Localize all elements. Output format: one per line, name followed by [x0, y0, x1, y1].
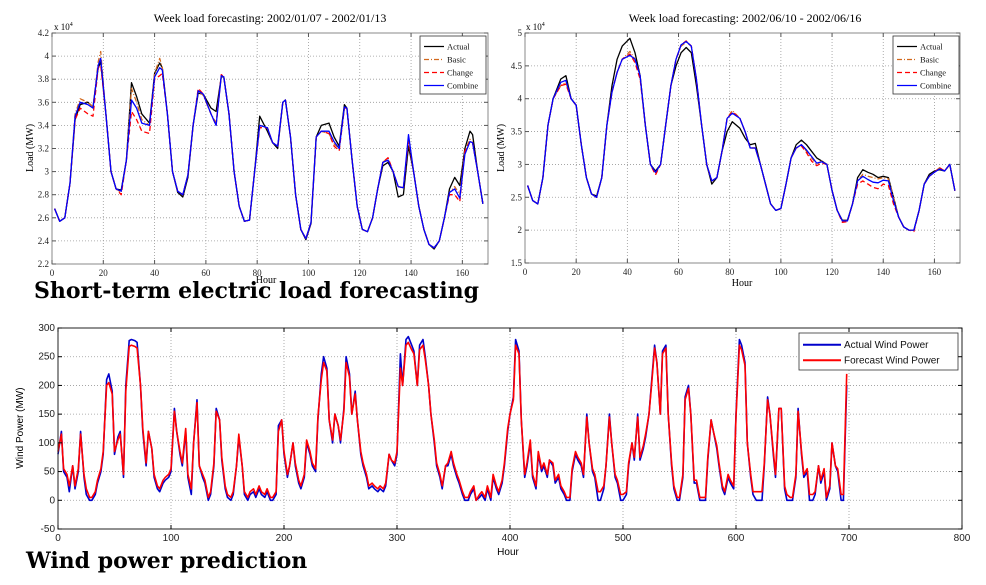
- y-axis-label: Load (MW): [25, 124, 36, 172]
- y-tick-label: 4.2: [38, 28, 49, 38]
- legend-label: Actual: [447, 42, 470, 52]
- y-tick-label: 100: [38, 438, 55, 449]
- wind-power-chart: Wind Power (MW) Hour 0 100 200 300 400 500 600…: [15, 323, 971, 558]
- legend-label: Forecast Wind Power: [844, 355, 940, 366]
- y-tick-label: 150: [38, 409, 55, 420]
- x-axis-label: Hour: [256, 275, 277, 286]
- legend-label: Actual Wind Power: [844, 340, 929, 351]
- legend-label: Change: [447, 68, 473, 78]
- y-tick-label: 250: [38, 352, 55, 363]
- y-tick-label: 2.4: [38, 236, 50, 246]
- x-tick-label: 80: [725, 267, 735, 277]
- legend-box: [798, 332, 959, 371]
- plot-area: [525, 33, 960, 263]
- x-tick-label: 40: [150, 268, 160, 278]
- y-tick-label: 3.4: [38, 120, 50, 130]
- y-tick-label: 3: [518, 159, 523, 169]
- y-tick-label: 3.2: [38, 144, 49, 154]
- x-tick-label: 0: [55, 533, 61, 544]
- y-tick-label: 2: [518, 225, 523, 235]
- y-tick-label: 5: [518, 28, 523, 38]
- chart-title: Week load forecasting: 2002/06/10 - 2002…: [629, 11, 862, 25]
- y-tick-label: 2.8: [38, 190, 50, 200]
- series-line-combine: [526, 40, 956, 231]
- x-tick-label: 60: [674, 267, 684, 277]
- legend-label: Combine: [447, 81, 478, 91]
- y-tick-label: 4: [518, 94, 523, 104]
- x-tick-label: 100: [774, 267, 788, 277]
- y-tick-label: 200: [38, 380, 55, 391]
- x-tick-label: 120: [825, 267, 839, 277]
- x-tick-label: 20: [572, 267, 582, 277]
- load-chart-january: Week load forecasting: 2002/01/07 - 2002…: [25, 11, 489, 286]
- y-tick-label: 1.5: [511, 258, 523, 268]
- x-tick-label: 300: [389, 533, 406, 544]
- y-multiplier: x 104: [526, 22, 545, 32]
- caption-load-forecasting: Short-term electric load forecasting: [34, 278, 480, 304]
- caption-wind-prediction: Wind power prediction: [26, 548, 308, 574]
- y-tick-label: 50: [44, 467, 56, 478]
- x-tick-label: 140: [404, 268, 418, 278]
- y-tick-label: 300: [38, 323, 55, 334]
- x-tick-label: 20: [99, 268, 109, 278]
- x-tick-label: 800: [954, 533, 971, 544]
- x-tick-label: 600: [728, 533, 745, 544]
- y-multiplier: x 104: [54, 22, 73, 32]
- x-tick-label: 160: [928, 267, 942, 277]
- y-tick-label: 2.2: [38, 259, 49, 269]
- y-tick-label: 4.5: [511, 61, 523, 71]
- y-tick-label: 2.5: [511, 192, 523, 202]
- x-tick-label: 100: [163, 533, 180, 544]
- x-tick-label: 200: [276, 533, 293, 544]
- legend-label: Basic: [920, 55, 939, 65]
- legend-box: [892, 35, 960, 95]
- x-tick-label: 40: [623, 267, 633, 277]
- y-axis-label: Wind Power (MW): [15, 387, 26, 468]
- x-tick-label: 140: [876, 267, 890, 277]
- y-axis-label: Load (MW): [496, 124, 507, 172]
- legend-box: [419, 35, 487, 95]
- x-axis-label: Hour: [497, 547, 519, 558]
- x-tick-label: 80: [253, 268, 263, 278]
- y-tick-label: 4: [45, 51, 50, 61]
- y-tick-label: 3.6: [38, 97, 50, 107]
- x-tick-label: 120: [353, 268, 367, 278]
- legend-label: Basic: [447, 55, 466, 65]
- x-tick-label: 60: [201, 268, 211, 278]
- x-tick-label: 0: [523, 267, 528, 277]
- series-line-combine: [53, 57, 484, 249]
- legend-label: Change: [920, 68, 946, 78]
- load-chart-june: Week load forecasting: 2002/06/10 - 2002…: [496, 11, 961, 289]
- y-tick-label: -50: [41, 524, 56, 535]
- chart-title: Week load forecasting: 2002/01/07 - 2002…: [154, 11, 387, 25]
- series-line-forecast-wind-power: [57, 341, 848, 502]
- y-tick-label: 3.5: [511, 127, 523, 137]
- x-tick-label: 500: [615, 533, 632, 544]
- y-tick-label: 0: [49, 495, 55, 506]
- x-tick-label: 100: [302, 268, 316, 278]
- x-tick-label: 400: [502, 533, 519, 544]
- x-axis-label: Hour: [732, 278, 753, 289]
- x-tick-label: 160: [456, 268, 470, 278]
- y-tick-label: 3.8: [38, 74, 50, 84]
- y-tick-label: 3: [45, 167, 50, 177]
- y-tick-label: 2.6: [38, 213, 50, 223]
- x-tick-label: 700: [841, 533, 858, 544]
- x-tick-label: 0: [50, 268, 55, 278]
- legend-label: Actual: [920, 42, 943, 52]
- plot-frame: [524, 32, 961, 264]
- legend-label: Combine: [920, 81, 951, 91]
